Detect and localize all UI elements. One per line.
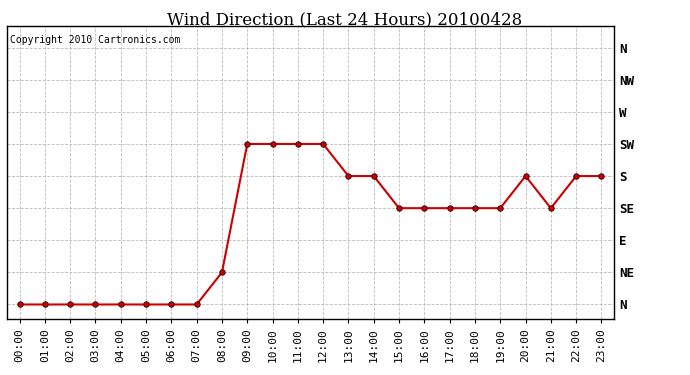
Text: Wind Direction (Last 24 Hours) 20100428: Wind Direction (Last 24 Hours) 20100428	[168, 11, 522, 28]
Text: Copyright 2010 Cartronics.com: Copyright 2010 Cartronics.com	[10, 35, 180, 45]
